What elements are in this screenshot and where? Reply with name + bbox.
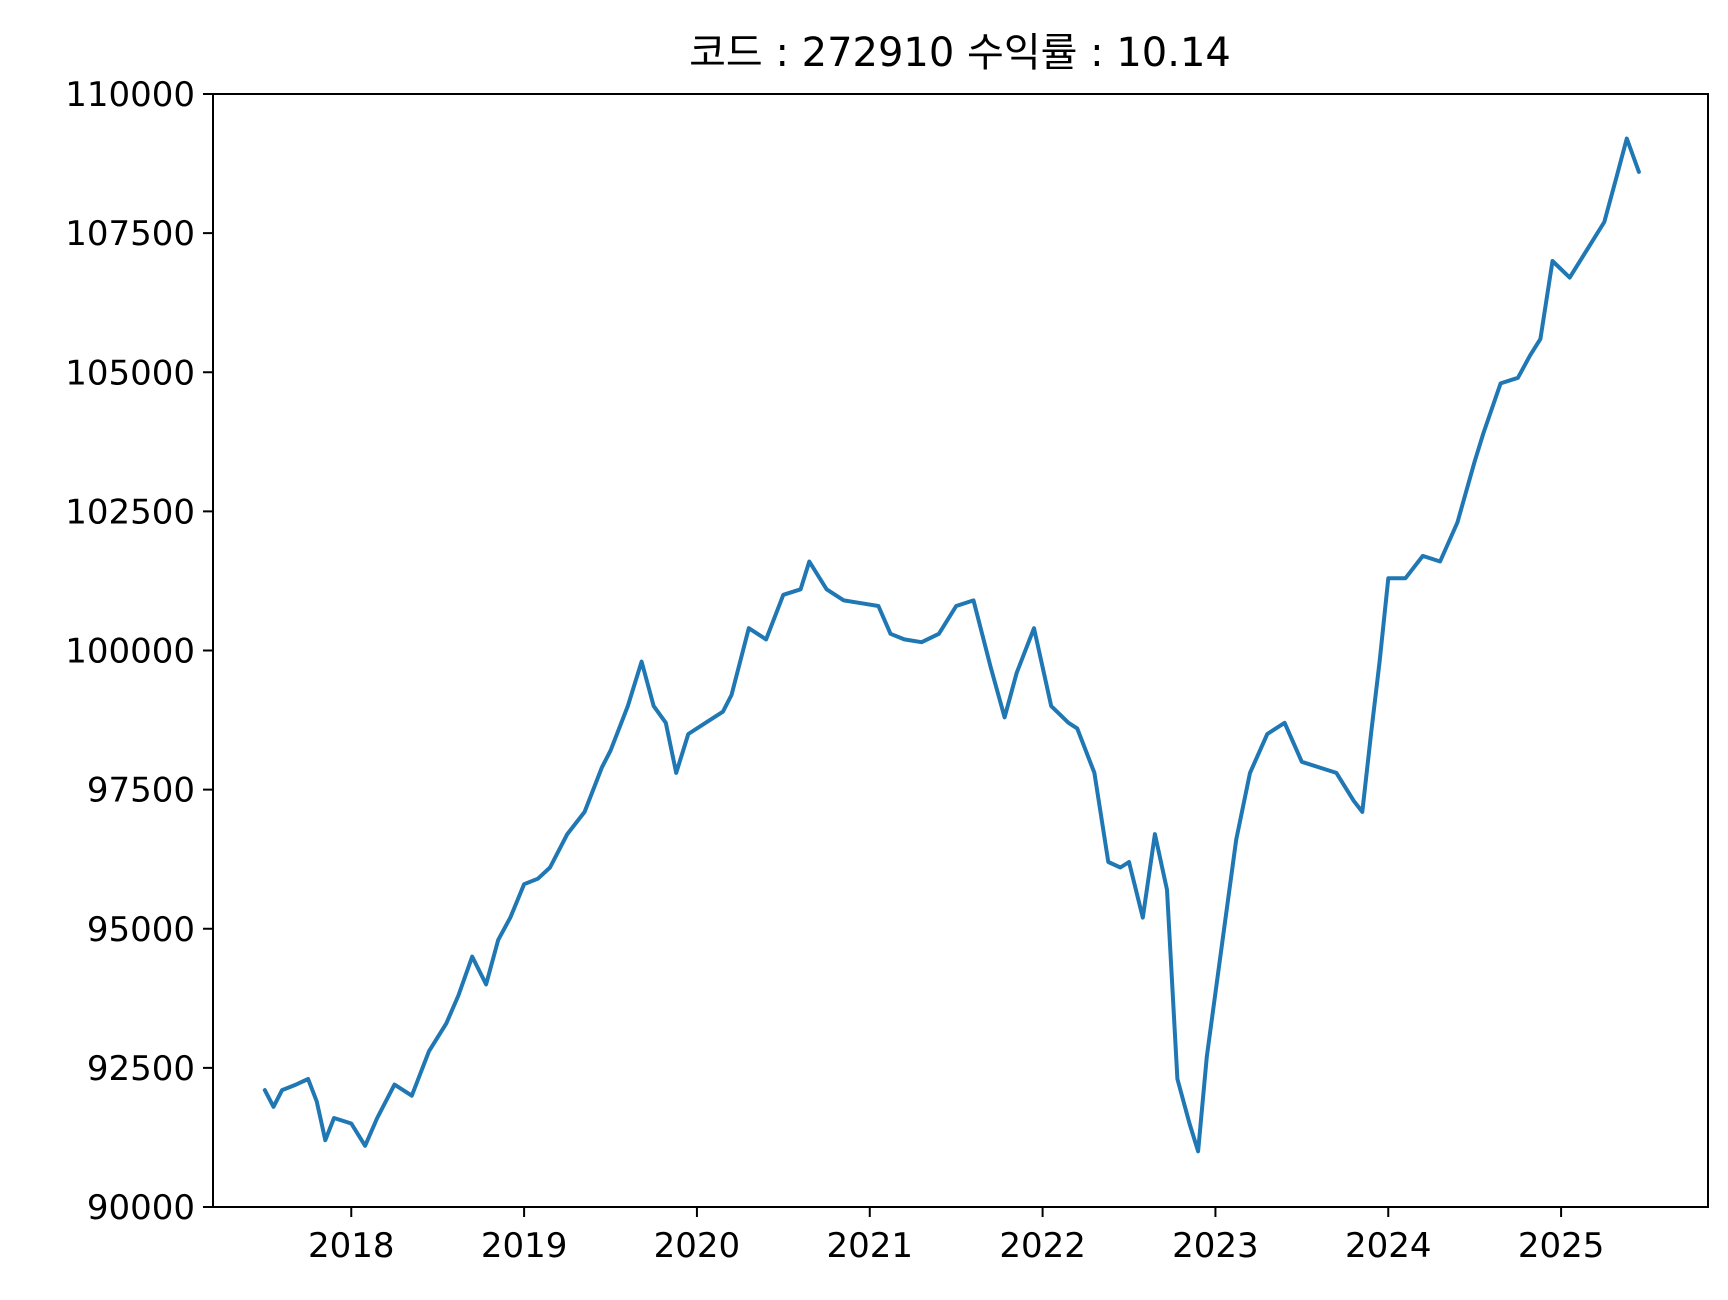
x-tick-label: 2019 [481,1226,568,1266]
x-axis: 2018 2019 2020 2021 2022 2023 2024 2025 [308,1207,1604,1266]
y-tick-label: 110000 [65,75,195,115]
y-axis: 90000 92500 95000 97500 100000 102500 105000 10… [65,75,213,1228]
x-tick-label: 2023 [1172,1226,1259,1266]
x-tick-label: 2020 [654,1226,741,1266]
x-tick-label: 2022 [999,1226,1086,1266]
y-tick-label: 90000 [87,1188,195,1228]
y-tick-label: 105000 [65,353,195,393]
chart-title: 코드 : 272910 수익률 : 10.14 [689,30,1231,76]
plot-area-frame [212,93,1709,1208]
x-tick-label: 2018 [308,1226,395,1266]
y-tick-label: 100000 [65,632,195,672]
y-tick-label: 97500 [87,771,195,811]
x-tick-label: 2025 [1518,1226,1605,1266]
x-tick-label: 2021 [826,1226,913,1266]
series-line [262,136,1641,1154]
y-tick-label: 95000 [87,910,195,950]
y-tick-label: 92500 [87,1049,195,1089]
y-tick-label: 102500 [65,492,195,532]
y-tick-label: 107500 [65,214,195,254]
x-tick-label: 2024 [1345,1226,1432,1266]
